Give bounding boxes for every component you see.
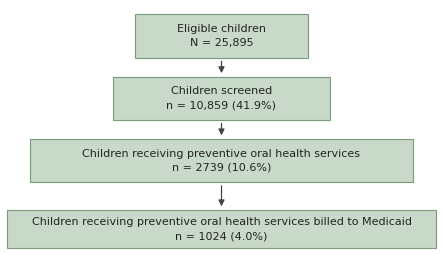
Text: Children receiving preventive oral health services
n = 2739 (10.6%): Children receiving preventive oral healt… bbox=[82, 149, 361, 173]
Text: Children receiving preventive oral health services billed to Medicaid
n = 1024 (: Children receiving preventive oral healt… bbox=[31, 217, 412, 241]
FancyBboxPatch shape bbox=[135, 14, 308, 58]
Text: Children screened
n = 10,859 (41.9%): Children screened n = 10,859 (41.9%) bbox=[167, 86, 276, 110]
FancyBboxPatch shape bbox=[113, 77, 330, 120]
FancyBboxPatch shape bbox=[7, 210, 436, 248]
FancyBboxPatch shape bbox=[31, 139, 412, 182]
Text: Eligible children
N = 25,895: Eligible children N = 25,895 bbox=[177, 24, 266, 48]
